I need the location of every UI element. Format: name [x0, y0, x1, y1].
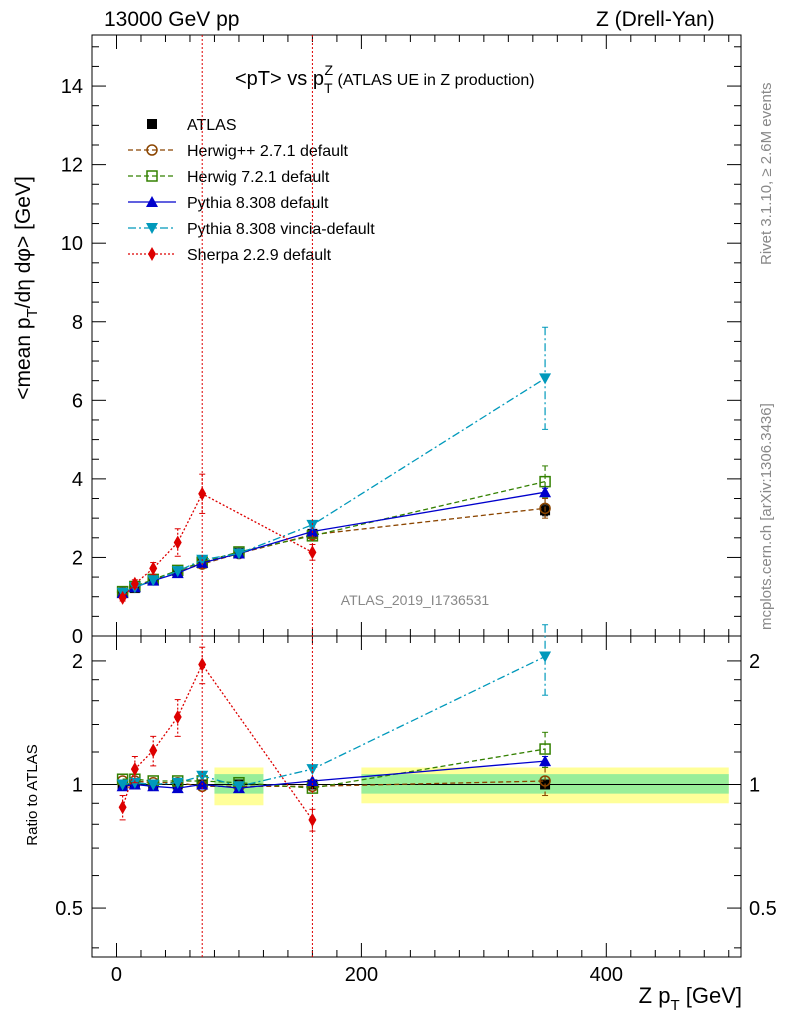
legend-label: ATLAS: [187, 117, 237, 134]
main-plot: 0 2 4 6 8 10 12 14 <pT> vs pTZ (ATLAS UE in Z pr…: [12, 34, 742, 648]
ratio-data-point: [539, 743, 551, 755]
main-ytick-label: 0: [72, 626, 83, 648]
data-point: [173, 535, 182, 550]
data-point: [539, 486, 552, 498]
series-line: [122, 507, 546, 593]
ratio-series-line: [122, 748, 546, 789]
legend-marker: [148, 247, 156, 261]
series-line: [122, 377, 546, 594]
legend-label: Herwig 7.2.1 default: [187, 169, 330, 186]
xtick-label: 0: [111, 964, 122, 986]
series-line: [122, 480, 546, 593]
data-point: [171, 566, 184, 578]
ratio-ytick-label-right: 2: [749, 651, 760, 673]
main-ytick-label: 4: [72, 469, 83, 491]
header-left: 13000 GeV pp: [104, 8, 240, 31]
data-point: [198, 486, 207, 501]
legend-label: Sherpa 2.2.9 default: [187, 247, 332, 264]
data-point: [539, 373, 552, 385]
legend-marker: [146, 196, 158, 207]
legend-label: Pythia 8.308 default: [187, 195, 329, 212]
ratio-ytick-label: 0.5: [55, 898, 83, 920]
ratio-ytick-label: 1: [72, 774, 83, 796]
xtick-label: 400: [590, 964, 623, 986]
data-point: [539, 502, 551, 515]
data-point: [306, 519, 319, 531]
legend-label: Pythia 8.308 vincia-default: [187, 221, 375, 238]
ratio-frame: [91, 635, 742, 958]
ratio-ytick-label-right: 0.5: [749, 898, 777, 920]
series-line: [122, 492, 313, 599]
ratio-data-point: [539, 775, 551, 787]
legend-label: Herwig++ 2.7.1 default: [187, 143, 349, 160]
x-axis-label: Z pT [GeV]: [639, 983, 742, 1014]
header-right: Z (Drell-Yan): [596, 8, 715, 31]
ratio-data-point: [116, 779, 129, 791]
legend-marker: [146, 223, 158, 234]
main-ytick-label: 14: [61, 76, 83, 98]
legend-marker: [146, 144, 158, 156]
data-point: [149, 561, 158, 576]
data-point: [232, 548, 245, 560]
ratio-data-point: [306, 764, 319, 776]
data-point: [118, 590, 127, 605]
ratio-data-point: [147, 779, 160, 791]
main-y-axis-label: <mean pT/dη dφ> [GeV]: [12, 176, 41, 400]
ratio-data-point: [539, 651, 552, 663]
ratio-data-point: [118, 800, 127, 815]
main-ytick-label: 6: [72, 390, 83, 412]
data-point: [147, 575, 160, 587]
ratio-ytick-label-right: 1: [749, 774, 760, 796]
series-line: [122, 491, 546, 594]
ratio-data-point: [130, 762, 139, 777]
ratio-series-line: [121, 663, 313, 821]
ratio-data-point: [149, 743, 158, 758]
ratio-series-line: [122, 780, 546, 787]
legend-marker: [146, 170, 158, 182]
ratio-data-point: [171, 777, 184, 789]
main-ytick-label: 10: [61, 233, 83, 255]
analysis-watermark: ATLAS_2019_I1736531: [341, 592, 490, 608]
ratio-data-point: [232, 781, 245, 793]
ratio-plot: 0.5 0.5 1 1 2 2 0 200 400 Ratio to ATLAS Z pT [GeV…: [24, 624, 777, 1014]
main-ytick-label: 12: [61, 155, 83, 177]
legend-marker: [147, 119, 157, 129]
data-point: [130, 576, 139, 591]
chart-title: <pT> vs pTZ (ATLAS UE in Z production): [235, 62, 535, 96]
xtick-label: 200: [345, 964, 378, 986]
main-ytick-label: 2: [72, 547, 83, 569]
ratio-series-line: [122, 655, 546, 787]
ratio-data-point: [173, 710, 182, 725]
main-ytick-label: 8: [72, 312, 83, 334]
ratio-y-axis-label: Ratio to ATLAS: [24, 744, 41, 845]
ratio-ytick-label: 2: [72, 651, 83, 673]
ratio-data-point: [539, 755, 552, 767]
